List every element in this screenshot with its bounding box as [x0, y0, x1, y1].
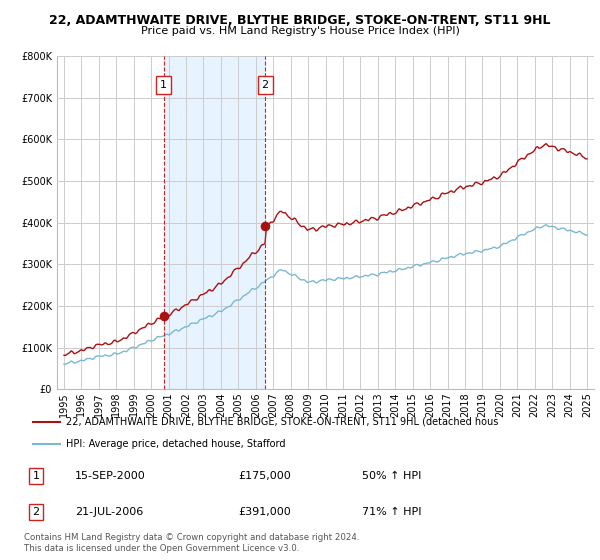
Text: £391,000: £391,000 [238, 507, 291, 517]
Text: 50% ↑ HPI: 50% ↑ HPI [362, 471, 422, 481]
Text: 21-JUL-2006: 21-JUL-2006 [75, 507, 143, 517]
Text: 22, ADAMTHWAITE DRIVE, BLYTHE BRIDGE, STOKE-ON-TRENT, ST11 9HL: 22, ADAMTHWAITE DRIVE, BLYTHE BRIDGE, ST… [49, 14, 551, 27]
Point [260, 222, 270, 231]
Text: 1: 1 [32, 471, 40, 481]
Text: Price paid vs. HM Land Registry's House Price Index (HPI): Price paid vs. HM Land Registry's House … [140, 26, 460, 36]
Text: HPI: Average price, detached house, Stafford: HPI: Average price, detached house, Staf… [66, 438, 286, 449]
Point [159, 312, 169, 321]
Text: 15-SEP-2000: 15-SEP-2000 [75, 471, 146, 481]
Text: Contains HM Land Registry data © Crown copyright and database right 2024.
This d: Contains HM Land Registry data © Crown c… [24, 533, 359, 553]
Bar [164, 56, 265, 389]
Text: 2: 2 [262, 80, 269, 90]
Text: 22, ADAMTHWAITE DRIVE, BLYTHE BRIDGE, STOKE-ON-TRENT, ST11 9HL (detached hous: 22, ADAMTHWAITE DRIVE, BLYTHE BRIDGE, ST… [66, 417, 499, 427]
Text: 1: 1 [160, 80, 167, 90]
Text: 2: 2 [32, 507, 40, 517]
Text: £175,000: £175,000 [238, 471, 291, 481]
Text: 71% ↑ HPI: 71% ↑ HPI [362, 507, 422, 517]
